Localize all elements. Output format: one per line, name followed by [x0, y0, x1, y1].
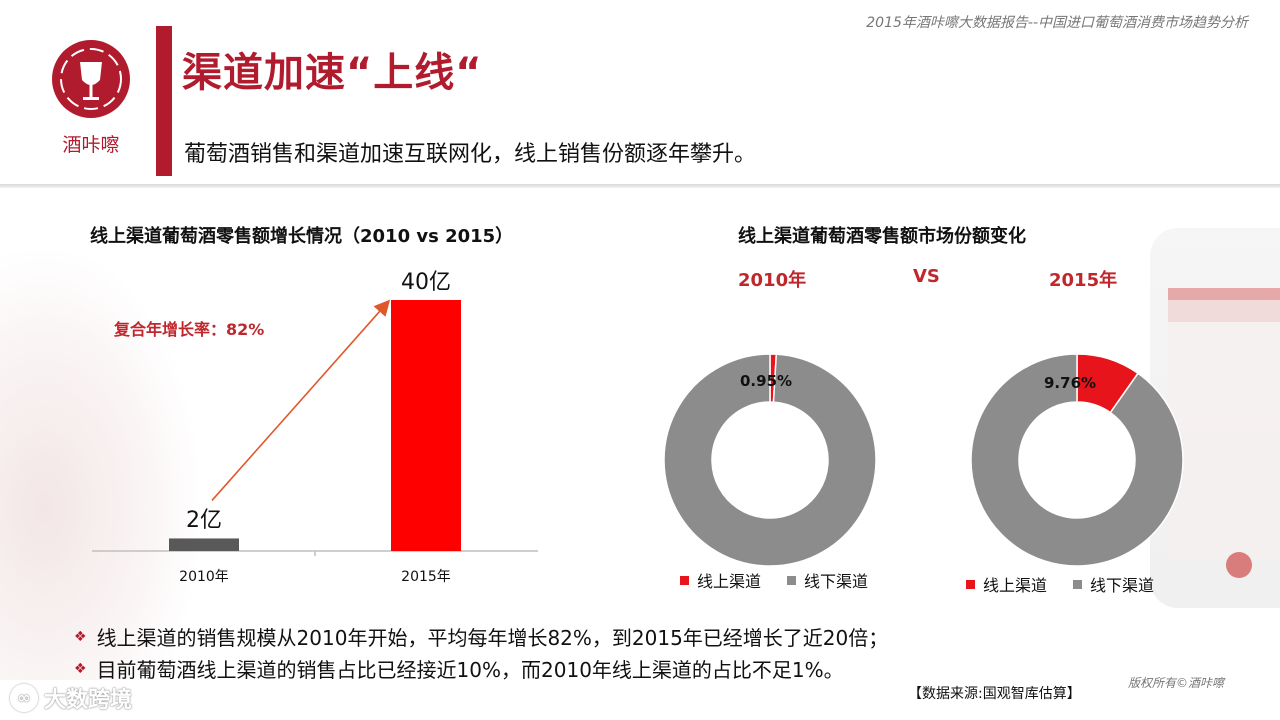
data-source-text: 【数据来源:国观智库估算】 [908, 686, 1081, 702]
watermark: ∞ 大数跨境 [10, 682, 132, 714]
background-phone-screen [1168, 300, 1280, 560]
legend-swatch-offline [787, 575, 797, 585]
legend-item-offline: 线下渠道 [1073, 572, 1154, 596]
legend-label-offline: 线下渠道 [1090, 576, 1155, 595]
diamond-bullet-icon: ❖ [74, 660, 87, 677]
legend-swatch-offline [1073, 579, 1083, 589]
x-tick-label-2015: 2015年 [401, 569, 451, 585]
donut-slice-offline [663, 353, 877, 567]
donut-2010-legend: 线上渠道 线下渠道 [680, 568, 894, 592]
donut-chart-2015 [970, 353, 1184, 567]
donut-2015-legend: 线上渠道 线下渠道 [966, 572, 1180, 596]
cagr-annotation: 复合年增长率：82% [114, 320, 265, 339]
donut-2015-year-label: 2015年 [1049, 270, 1118, 291]
bullet-point: ❖ 目前葡萄酒线上渠道的销售占比已经接近10%，而2010年线上渠道的占比不足1… [74, 654, 844, 683]
x-tick-label-2010: 2010年 [179, 569, 229, 585]
donut-2010-online-pct-label: 0.95% [740, 372, 793, 390]
legend-swatch-online [680, 575, 689, 585]
vs-label: VS [913, 266, 940, 287]
growth-arrow [211, 299, 391, 501]
logo-wine-glass-icon [52, 40, 130, 118]
legend-item-offline: 线下渠道 [787, 568, 868, 592]
bar-value-label-2010: 2亿 [186, 508, 222, 534]
legend-label-online: 线上渠道 [983, 576, 1048, 595]
title-accent-bar [156, 26, 172, 176]
report-title: 2015年酒咔嚓大数据报告--中国进口葡萄酒消费市场趋势分析 [866, 15, 1248, 31]
donut-chart-2010 [663, 353, 877, 567]
bar-chart-title: 线上渠道葡萄酒零售额增长情况（2010 vs 2015） [90, 226, 514, 247]
page-subtitle: 葡萄酒销售和渠道加速互联网化，线上销售份额逐年攀升。 [184, 142, 757, 167]
legend-label-offline: 线下渠道 [804, 572, 869, 591]
donut-slice-offline [970, 353, 1184, 567]
bullet-point: ❖ 线上渠道的销售规模从2010年开始，平均每年增长82%，到2015年已经增长… [74, 622, 888, 651]
legend-label-online: 线上渠道 [697, 572, 762, 591]
header-divider [0, 184, 1280, 188]
donut-2010-year-label: 2010年 [738, 270, 807, 291]
legend-swatch-online [966, 579, 975, 589]
bar-2015 [391, 300, 461, 551]
donut-chart-title: 线上渠道葡萄酒零售额市场份额变化 [738, 226, 1026, 247]
copyright-text: 版权所有©酒咔嚓 [1128, 676, 1225, 690]
bar-2010 [169, 538, 239, 551]
logo-text: 酒咔嚓 [62, 134, 120, 156]
bullet-text: 线上渠道的销售规模从2010年开始，平均每年增长82%，到2015年已经增长了近… [96, 626, 889, 650]
diamond-bullet-icon: ❖ [74, 628, 87, 645]
watermark-text: 大数跨境 [44, 688, 133, 713]
page-title: 渠道加速“上线“ [182, 50, 483, 96]
background-phone-camera-button [1226, 552, 1252, 578]
legend-item-online: 线上渠道 [680, 568, 761, 592]
bar-value-label-2015: 40亿 [401, 270, 451, 295]
donut-2015-online-pct-label: 9.76% [1044, 374, 1097, 392]
bullet-text: 目前葡萄酒线上渠道的销售占比已经接近10%，而2010年线上渠道的占比不足1%。 [96, 658, 844, 682]
bar-chart [92, 299, 538, 556]
background-wine-glass-image [0, 250, 200, 680]
watermark-logo-icon: ∞ [10, 684, 38, 712]
legend-item-online: 线上渠道 [966, 572, 1047, 596]
